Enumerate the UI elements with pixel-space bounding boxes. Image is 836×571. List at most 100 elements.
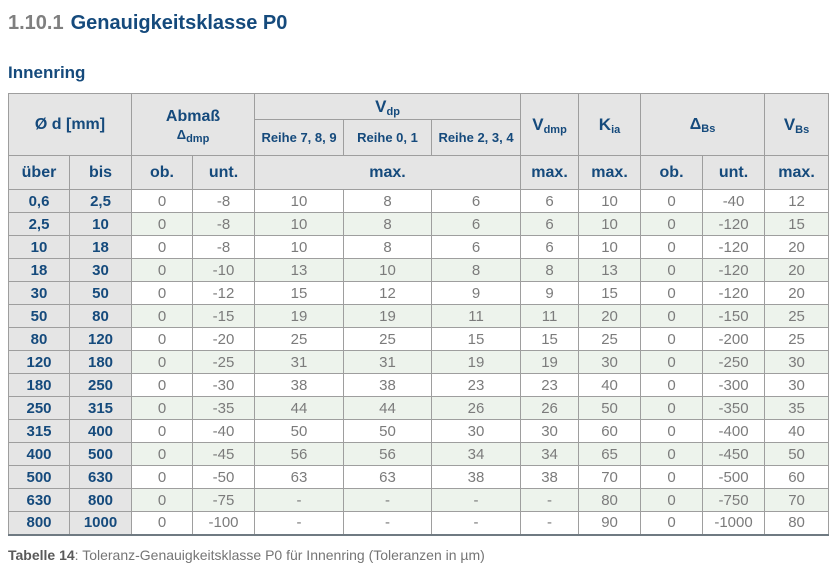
value-cell: 20 bbox=[764, 281, 830, 305]
range-cell: 30 bbox=[8, 281, 70, 305]
value-cell: 15 bbox=[431, 327, 522, 351]
table-caption: Tabelle 14: Toleranz-Genauigkeitsklasse … bbox=[8, 546, 828, 564]
header-kia: Kia bbox=[578, 93, 642, 156]
table-row: 630 800 0 -75- - - -80 0 -750 70 bbox=[8, 488, 830, 512]
range-cell: 120 bbox=[8, 350, 70, 374]
subheader-bis: bis bbox=[69, 155, 132, 190]
abmass-label: Abmaß bbox=[165, 107, 221, 125]
value-cell: -12 bbox=[191, 281, 256, 305]
value-cell: 0 bbox=[640, 212, 704, 236]
value-cell: 0 bbox=[131, 212, 193, 236]
value-cell: 0 bbox=[131, 304, 193, 328]
range-cell: 630 bbox=[69, 465, 132, 489]
table-row: 120 180 0 -25 31 31 19 19 30 0 -250 30 bbox=[8, 350, 830, 374]
heading-text: Genauigkeitsklasse P0 bbox=[70, 12, 288, 34]
value-cell: 0 bbox=[131, 488, 193, 512]
table-row: 180 250 0 -30 38 38 23 23 40 0 -300 30 bbox=[8, 373, 830, 397]
range-cell: 400 bbox=[8, 442, 70, 466]
value-cell: 35 bbox=[764, 396, 830, 420]
value-cell: 40 bbox=[578, 373, 642, 397]
value-cell: 0 bbox=[640, 281, 704, 305]
value-cell: -8 bbox=[191, 235, 256, 259]
range-cell: 500 bbox=[8, 465, 70, 489]
value-cell: 0 bbox=[131, 235, 193, 259]
value-cell: -120 bbox=[702, 258, 766, 282]
value-cell: 26 bbox=[520, 396, 580, 420]
value-cell: 44 bbox=[343, 396, 433, 420]
value-cell: -450 bbox=[702, 442, 766, 466]
value-cell: 26 bbox=[431, 396, 522, 420]
value-cell: 60 bbox=[764, 465, 830, 489]
range-cell: 500 bbox=[69, 442, 132, 466]
value-cell: 0 bbox=[640, 396, 704, 420]
value-cell: 0 bbox=[640, 488, 704, 512]
value-cell: 0 bbox=[131, 465, 193, 489]
value-cell: 70 bbox=[578, 465, 642, 489]
table-row: 800 1000 0 -100- - - -90 0 -1000 80 bbox=[8, 511, 830, 535]
caption-text: : Toleranz-Genauigkeitsklasse P0 für Inn… bbox=[74, 546, 485, 563]
value-cell: 38 bbox=[254, 373, 345, 397]
value-cell: -40 bbox=[191, 419, 256, 443]
value-cell: 0 bbox=[131, 258, 193, 282]
value-cell: 30 bbox=[764, 373, 830, 397]
range-cell: 630 bbox=[8, 488, 70, 512]
header-diameter: Ø d [mm] bbox=[8, 93, 132, 156]
range-cell: 80 bbox=[69, 304, 132, 328]
range-cell: 250 bbox=[69, 373, 132, 397]
value-cell: - bbox=[343, 488, 433, 512]
value-cell: 0 bbox=[131, 281, 193, 305]
value-cell: -500 bbox=[702, 465, 766, 489]
value-cell: 9 bbox=[431, 281, 522, 305]
value-cell: 0 bbox=[131, 396, 193, 420]
value-cell: -400 bbox=[702, 419, 766, 443]
value-cell: 80 bbox=[578, 488, 642, 512]
value-cell: 31 bbox=[343, 350, 433, 374]
range-cell: 800 bbox=[8, 511, 70, 535]
value-cell: 38 bbox=[520, 465, 580, 489]
value-cell: -120 bbox=[702, 235, 766, 259]
value-cell: - bbox=[520, 488, 580, 512]
value-cell: 6 bbox=[520, 235, 580, 259]
value-cell: -50 bbox=[191, 465, 256, 489]
value-cell: -40 bbox=[702, 189, 766, 213]
value-cell: 60 bbox=[578, 419, 642, 443]
value-cell: 80 bbox=[764, 511, 830, 535]
subheader-max-vdmp: max. bbox=[520, 155, 580, 190]
subheader-max-vdp: max. bbox=[254, 155, 522, 190]
value-cell: 50 bbox=[764, 442, 830, 466]
value-cell: 19 bbox=[520, 350, 580, 374]
value-cell: 25 bbox=[764, 327, 830, 351]
value-cell: 0 bbox=[131, 189, 193, 213]
value-cell: 0 bbox=[640, 465, 704, 489]
table-row: 80 120 0 -20 25 25 15 15 25 0 -200 25 bbox=[8, 327, 830, 351]
value-cell: 8 bbox=[520, 258, 580, 282]
value-cell: 19 bbox=[431, 350, 522, 374]
value-cell: -750 bbox=[702, 488, 766, 512]
value-cell: 23 bbox=[520, 373, 580, 397]
value-cell: 25 bbox=[343, 327, 433, 351]
subheader-unt-bs: unt. bbox=[702, 155, 766, 190]
range-cell: 2,5 bbox=[69, 189, 132, 213]
value-cell: 15 bbox=[520, 327, 580, 351]
value-cell: - bbox=[520, 511, 580, 535]
value-cell: 0 bbox=[640, 327, 704, 351]
value-cell: 10 bbox=[343, 258, 433, 282]
value-cell: 23 bbox=[431, 373, 522, 397]
header-sub-row: über bis ob. unt. max. max. max. ob. unt… bbox=[8, 155, 830, 190]
value-cell: 9 bbox=[520, 281, 580, 305]
value-cell: 0 bbox=[131, 511, 193, 535]
value-cell: -120 bbox=[702, 281, 766, 305]
value-cell: 8 bbox=[343, 212, 433, 236]
subheader-unt: unt. bbox=[191, 155, 256, 190]
value-cell: 30 bbox=[520, 419, 580, 443]
value-cell: 13 bbox=[578, 258, 642, 282]
value-cell: 44 bbox=[254, 396, 345, 420]
value-cell: 0 bbox=[640, 373, 704, 397]
range-cell: 315 bbox=[8, 419, 70, 443]
value-cell: 0 bbox=[640, 235, 704, 259]
value-cell: - bbox=[431, 488, 522, 512]
value-cell: 65 bbox=[578, 442, 642, 466]
value-cell: 56 bbox=[343, 442, 433, 466]
value-cell: 25 bbox=[254, 327, 345, 351]
